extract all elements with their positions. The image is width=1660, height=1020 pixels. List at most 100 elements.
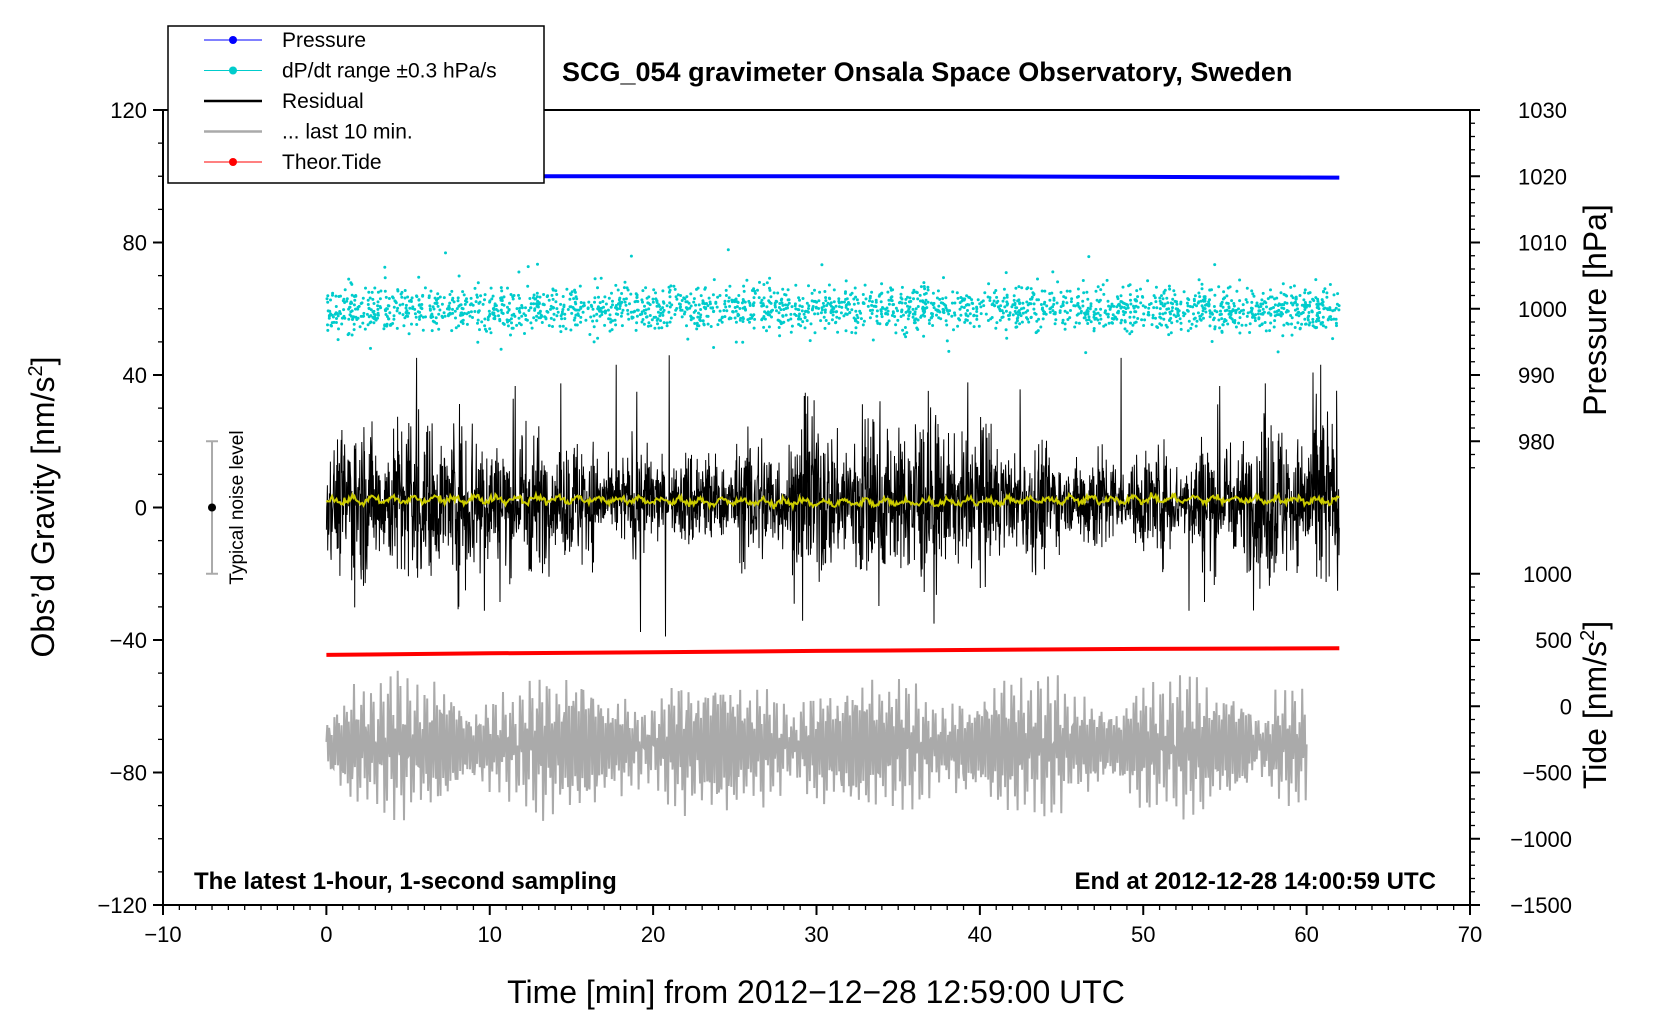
dpdt-point (458, 303, 462, 307)
dpdt-point (893, 315, 897, 318)
dpdt-point (1027, 320, 1031, 324)
dpdt-point (844, 297, 848, 301)
dpdt-point (1269, 288, 1272, 292)
dpdt-point (723, 302, 727, 306)
dpdt-point (337, 295, 341, 298)
dpdt-point (600, 306, 604, 310)
dpdt-point (1232, 302, 1236, 305)
dpdt-point (1069, 309, 1072, 312)
dpdt-point (1119, 294, 1123, 298)
dpdt-point (732, 298, 736, 302)
dpdt-point (400, 295, 404, 299)
dpdt-point (421, 293, 425, 297)
dpdt-point (752, 313, 756, 317)
dpdt-point (329, 298, 332, 302)
dpdt-point (398, 311, 402, 315)
dpdt-point (1106, 312, 1110, 316)
dpdt-point (1259, 302, 1263, 306)
dpdt-point (1073, 325, 1077, 329)
dpdt-point (947, 312, 951, 316)
dpdt-point (1020, 286, 1024, 290)
dpdt-point (1261, 307, 1265, 311)
dpdt-point (780, 301, 784, 305)
dpdt-point (591, 319, 595, 323)
dpdt-point (897, 301, 901, 305)
dpdt-point (1272, 325, 1276, 329)
dpdt-point (1176, 313, 1180, 317)
dpdt-point (509, 317, 513, 321)
dpdt-point (518, 306, 522, 310)
dpdt-point (450, 289, 454, 293)
dpdt-point (630, 316, 634, 320)
dpdt-point (808, 339, 812, 343)
dpdt-point (573, 300, 577, 304)
dpdt-point (1141, 295, 1145, 299)
dpdt-point (584, 318, 588, 322)
dpdt-point (596, 286, 599, 290)
dpdt-point (1276, 350, 1280, 354)
dpdt-point (784, 303, 787, 307)
dpdt-point (603, 323, 607, 327)
dpdt-point (1041, 306, 1044, 310)
dpdt-point (468, 303, 472, 307)
dpdt-point (1322, 290, 1325, 294)
dpdt-point (770, 315, 773, 319)
dpdt-point (647, 301, 651, 305)
dpdt-point (1029, 316, 1033, 320)
dpdt-point (777, 306, 781, 309)
dpdt-point (1175, 302, 1179, 306)
dpdt-point (430, 329, 434, 333)
dpdt-point (831, 310, 835, 314)
dpdt-point (652, 288, 656, 292)
dpdt-point (1316, 299, 1320, 303)
dpdt-point (844, 279, 848, 283)
tide-tick-label: 500 (1535, 628, 1572, 653)
dpdt-point (1041, 317, 1045, 321)
dpdt-point (816, 312, 820, 316)
dpdt-point (941, 301, 945, 305)
dpdt-point (689, 292, 693, 296)
dpdt-point (1308, 291, 1312, 295)
dpdt-point (760, 298, 764, 302)
dpdt-point (1306, 318, 1310, 322)
dpdt-point (651, 300, 655, 304)
dpdt-point (478, 328, 481, 332)
dpdt-point (549, 307, 552, 311)
dpdt-point (912, 290, 916, 294)
dpdt-point (1257, 316, 1261, 320)
dpdt-point (1285, 321, 1289, 325)
dpdt-point (647, 307, 651, 311)
dpdt-point (1112, 304, 1116, 308)
dpdt-point (840, 305, 844, 309)
dpdt-point (695, 327, 699, 331)
dpdt-point (1234, 308, 1238, 312)
dpdt-point (986, 295, 990, 299)
dpdt-point (784, 313, 788, 317)
dpdt-point (975, 317, 979, 321)
dpdt-point (748, 317, 752, 321)
dpdt-point (502, 295, 506, 299)
dpdt-point (615, 307, 619, 311)
dpdt-point (832, 288, 836, 292)
dpdt-point (748, 320, 751, 324)
dpdt-point (1321, 321, 1325, 324)
dpdt-point (573, 288, 577, 292)
dpdt-point (921, 306, 925, 310)
legend-label: dP/dt range ±0.3 hPa/s (282, 60, 497, 83)
x-tick-label: 50 (1131, 922, 1155, 947)
dpdt-point (522, 312, 526, 316)
dpdt-point (462, 293, 466, 297)
dpdt-point (1290, 316, 1294, 320)
dpdt-point (899, 315, 903, 318)
residual-smoothed-line (325, 490, 1341, 512)
dpdt-point (995, 301, 999, 305)
dpdt-point (850, 291, 854, 295)
dpdt-point (886, 309, 890, 313)
dpdt-point (862, 319, 866, 323)
dpdt-point (608, 313, 612, 317)
dpdt-point (1189, 326, 1193, 330)
dpdt-point (1314, 296, 1318, 300)
dpdt-point (798, 298, 801, 302)
dpdt-point (926, 300, 930, 304)
dpdt-point (468, 314, 472, 318)
